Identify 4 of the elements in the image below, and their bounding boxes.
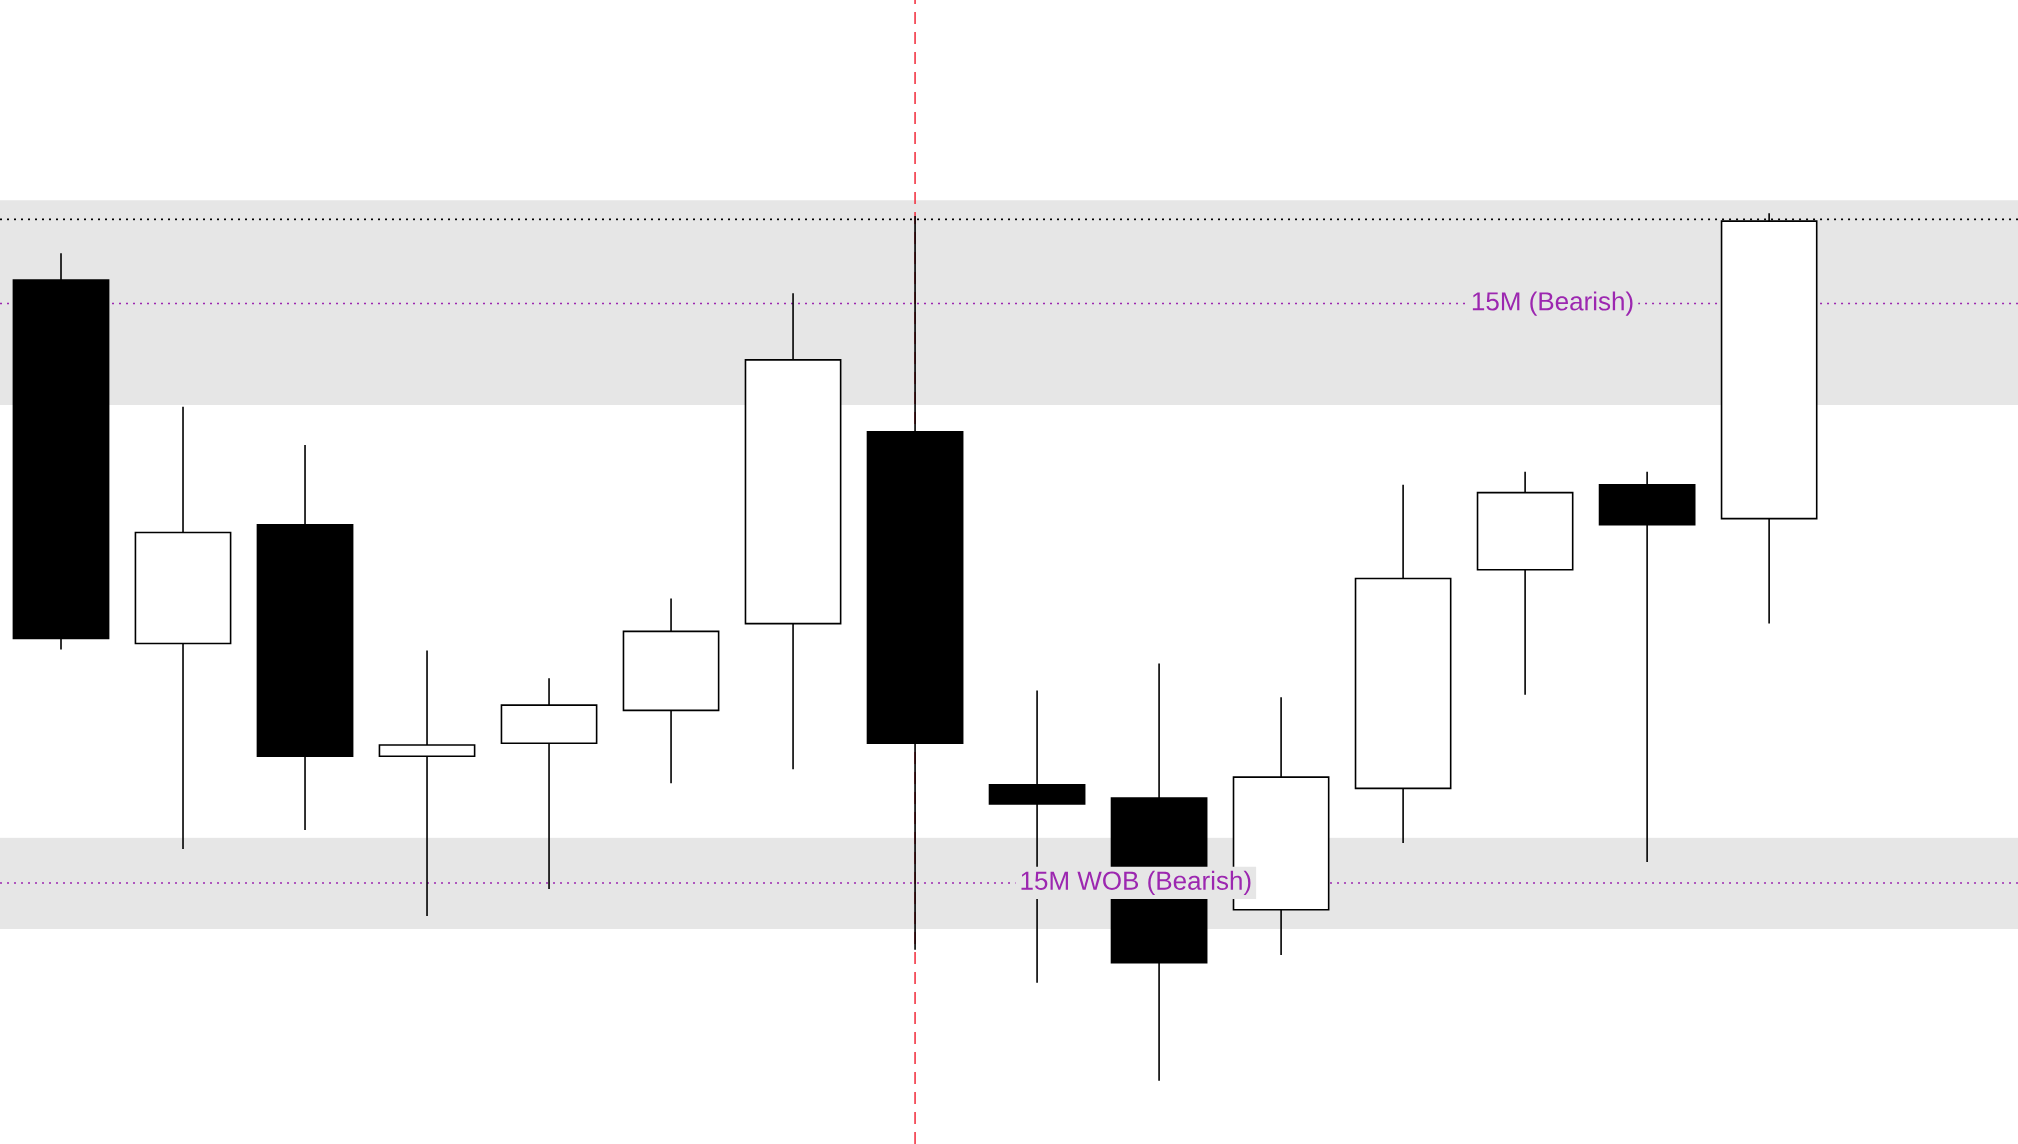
candlestick — [1598, 471, 1696, 863]
candlestick — [378, 649, 476, 917]
ref-line-label: 15M WOB (Bearish) — [1021, 870, 1251, 896]
ref-line-label: 15M (Bearish) — [1472, 291, 1633, 316]
